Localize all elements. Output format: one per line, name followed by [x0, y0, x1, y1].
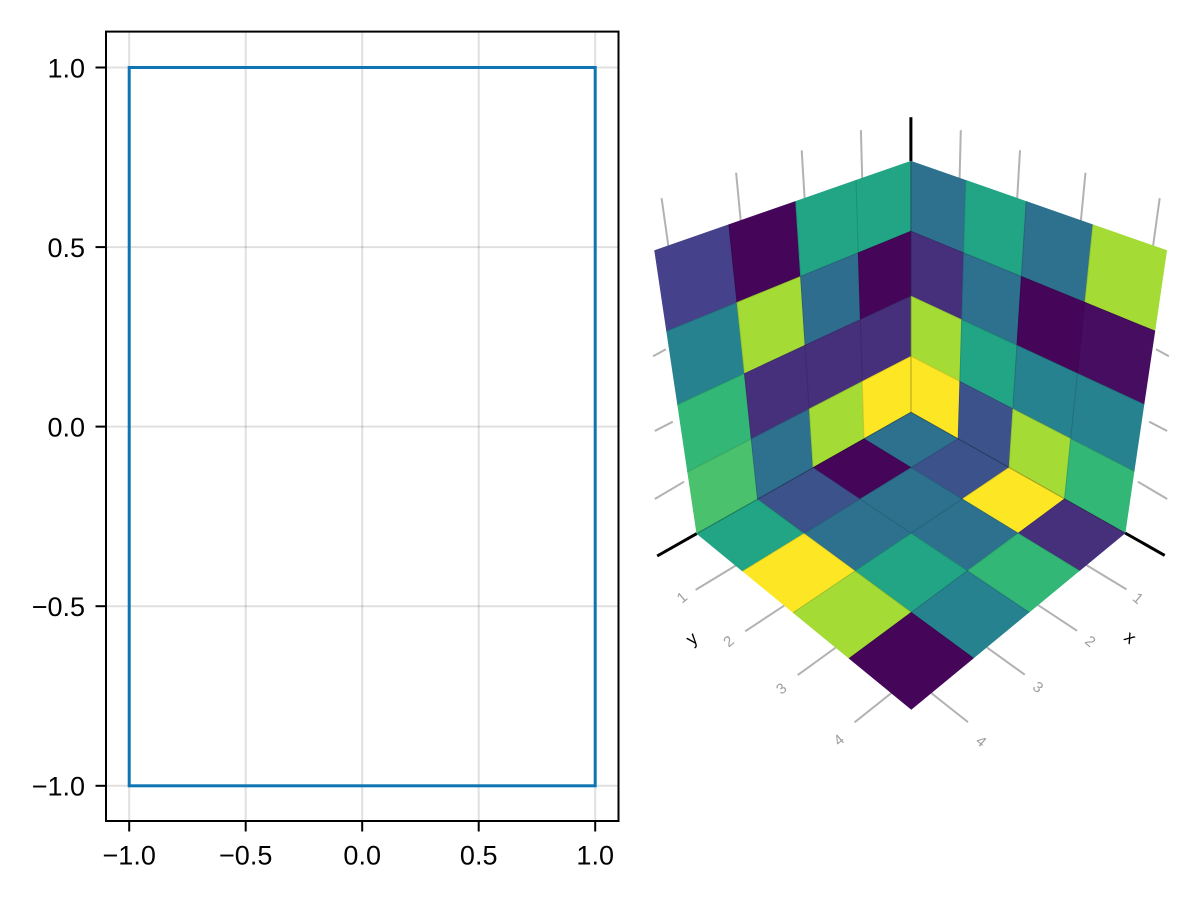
svg-text:1.0: 1.0: [576, 841, 614, 871]
svg-text:0.5: 0.5: [47, 233, 85, 263]
svg-text:−0.5: −0.5: [32, 592, 85, 622]
svg-text:0.0: 0.0: [343, 841, 381, 871]
svg-text:0.5: 0.5: [460, 841, 498, 871]
svg-text:1.0: 1.0: [47, 53, 85, 83]
svg-text:−1.0: −1.0: [103, 841, 156, 871]
svg-text:−0.5: −0.5: [219, 841, 272, 871]
svg-text:−1.0: −1.0: [32, 772, 85, 802]
svg-text:0.0: 0.0: [47, 412, 85, 442]
